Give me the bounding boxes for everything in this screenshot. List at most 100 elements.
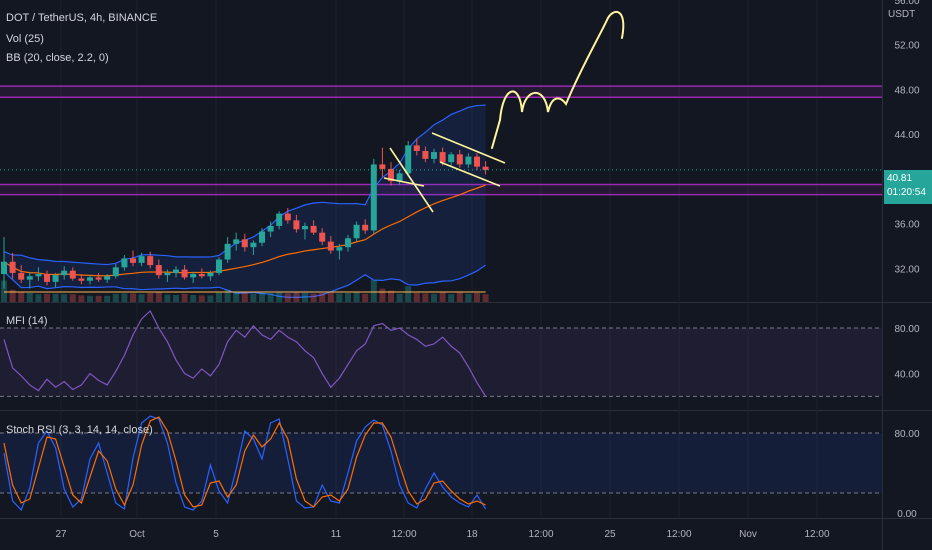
- candle-body: [87, 277, 93, 281]
- volume-bar: [413, 293, 420, 302]
- mfi-band-fill: [0, 328, 882, 397]
- volume-bar: [250, 293, 257, 302]
- volume-bar: [405, 286, 412, 302]
- candle-body: [61, 270, 68, 276]
- volume-indicator-label[interactable]: Vol (25): [6, 33, 44, 45]
- time-tick-label: Nov: [739, 529, 757, 540]
- current-price-tag: 40.81 01:20:54: [884, 170, 932, 204]
- time-tick-label: 12:00: [391, 529, 416, 540]
- time-tick-label: 27: [55, 529, 67, 540]
- volume-bar: [456, 292, 463, 302]
- price-tick-label: 36.00: [894, 220, 919, 231]
- candle-body: [284, 213, 291, 221]
- volume-bar: [353, 291, 360, 302]
- candle-body: [482, 166, 489, 170]
- volume-bar: [1, 280, 7, 302]
- candle-body: [370, 164, 377, 231]
- candle-body: [1, 261, 7, 275]
- volume-bar: [95, 295, 102, 302]
- stoch-band-fill: [0, 433, 882, 493]
- candle-body: [173, 269, 179, 273]
- candle-body: [190, 274, 197, 278]
- stoch-k-line: [3, 415, 487, 512]
- candle-body: [336, 247, 343, 251]
- volume-bar: [26, 293, 33, 302]
- volume-bar: [173, 295, 179, 302]
- volume-bar: [35, 294, 42, 302]
- volume-bar: [336, 293, 343, 302]
- mfi-indicator-label[interactable]: MFI (14): [6, 315, 48, 327]
- volume-bar: [207, 295, 214, 302]
- candle-body: [379, 164, 386, 169]
- candle-body: [164, 272, 171, 276]
- volume-bar: [241, 292, 248, 302]
- bollinger-bands-label[interactable]: BB (20, close, 2.2, 0): [6, 52, 109, 64]
- volume-bar: [276, 292, 283, 302]
- current-price-value: 40.81: [887, 173, 913, 184]
- candle-body: [396, 173, 403, 182]
- candle-body: [198, 274, 205, 277]
- stoch-rsi-indicator-label[interactable]: Stoch RSI (3, 3, 14, 14, close): [6, 424, 153, 436]
- volume-bar: [388, 290, 394, 302]
- volume-bar: [121, 293, 128, 302]
- volume-bar: [431, 293, 437, 302]
- volume-bar: [345, 293, 351, 302]
- price-zone: [0, 86, 882, 98]
- candle-body: [431, 152, 437, 159]
- volume-bar: [310, 293, 317, 302]
- candle-body: [310, 225, 317, 233]
- volume-bar: [224, 289, 231, 302]
- candle-body: [121, 258, 128, 268]
- candle-body: [147, 256, 154, 266]
- volume-bar: [379, 288, 386, 302]
- candle-body: [78, 278, 85, 281]
- volume-bar: [164, 294, 171, 302]
- time-tick-label: 11: [331, 529, 342, 540]
- volume-bar: [439, 292, 446, 302]
- price-zone: [0, 184, 882, 195]
- bollinger-band-fill: [4, 105, 486, 298]
- candle-body: [267, 225, 274, 232]
- time-tick-label: 18: [466, 529, 478, 540]
- bollinger-lower-band: [3, 264, 486, 298]
- time-tick-label: 5: [213, 529, 219, 540]
- candle-body: [181, 269, 188, 278]
- candle-body: [353, 224, 360, 239]
- candle-body: [388, 168, 394, 182]
- volume-bar: [155, 292, 162, 302]
- volume-bar: [112, 293, 119, 302]
- candle-body: [130, 258, 136, 263]
- price-tick-label: 32.00: [894, 264, 919, 275]
- price-tick-label: 56.00: [894, 0, 919, 7]
- volume-bar: [216, 292, 222, 302]
- candle-body: [26, 276, 33, 280]
- mfi-tick-label: 80.00: [894, 324, 919, 335]
- stoch-d-line: [3, 416, 486, 508]
- drawing-flag-top: [431, 132, 506, 164]
- candle-body: [465, 156, 472, 165]
- candle-body: [216, 259, 222, 273]
- candle-body: [233, 239, 240, 244]
- candle-body: [319, 232, 326, 242]
- candle-body: [456, 154, 463, 165]
- candle-body: [327, 241, 334, 251]
- volume-bar: [147, 293, 154, 302]
- stoch-tick-label: 80.00: [894, 429, 919, 440]
- candle-body: [422, 151, 429, 159]
- candle-body: [293, 220, 300, 230]
- candle-body: [224, 243, 231, 260]
- time-tick-label: 12:00: [804, 529, 829, 540]
- volume-bar: [233, 292, 240, 302]
- volume-bar: [78, 295, 85, 302]
- price-tick-label: 48.00: [894, 85, 919, 96]
- candle-body: [448, 154, 455, 163]
- volume-bar: [104, 295, 111, 302]
- symbol-title[interactable]: DOT / TetherUS, 4h, BINANCE: [6, 12, 158, 24]
- volume-bar: [44, 293, 50, 302]
- candle-body: [413, 145, 420, 151]
- drawing-pole-base: [383, 177, 425, 187]
- volume-bar: [61, 294, 68, 302]
- candle-body: [104, 276, 111, 280]
- candle-body: [52, 275, 59, 282]
